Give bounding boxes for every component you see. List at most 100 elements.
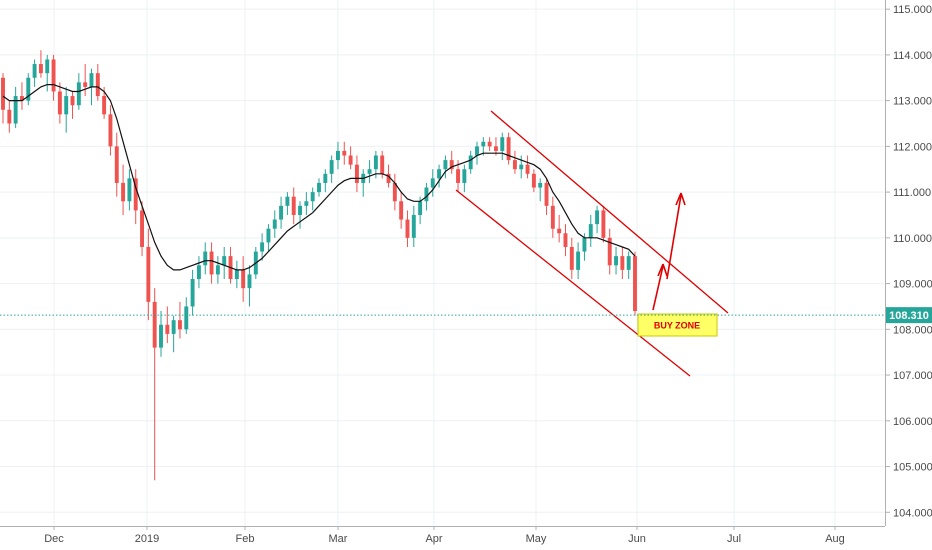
y-tick-label: 112.000 [893,141,932,153]
candle [146,228,151,321]
candle-body [525,164,530,174]
candle-body [121,182,126,202]
candle-body [411,214,416,238]
candle-body [607,237,612,266]
candle-body [260,242,265,252]
candle-body [38,64,43,74]
candle [506,132,511,165]
candle-body [380,155,385,174]
candle-body [45,59,50,74]
y-tick-label: 113.000 [893,96,932,108]
candle [443,155,448,179]
candle-body [487,141,492,147]
candle-body [127,178,132,202]
x-tick-label: 2019 [135,533,159,545]
y-tick-label: 111.000 [893,187,931,199]
candle [196,256,201,289]
candle-body [626,256,631,270]
x-tick-label: Aug [825,533,845,545]
candle [190,269,195,316]
candle [159,311,163,357]
candle [266,224,271,252]
candle [557,214,562,243]
candle [563,224,568,257]
candle [222,246,227,280]
candle-body [51,59,56,92]
x-tick-label: Mar [329,533,348,545]
candle [633,251,637,316]
candle-body [83,82,88,87]
y-tick-label: 104.000 [893,507,932,519]
arrow-up-long[interactable] [666,192,686,280]
candle [165,306,170,344]
candle-body [557,228,562,234]
candle-body [519,164,524,170]
candle-body [601,210,606,238]
channel-lower-line[interactable] [455,189,691,377]
candle-body [462,169,467,183]
candle [38,50,43,78]
candle-body [291,196,296,215]
price-axis[interactable]: 115.000 114.000 113.000 112.000 111.000 110.0… [885,4,932,519]
candle [209,242,214,284]
x-tick-label: Feb [236,533,255,545]
candle-body [399,201,404,220]
candle-body [588,224,593,238]
candle-body [544,182,549,206]
candle-body [500,137,505,151]
candle-body [266,228,271,243]
candle-body [386,173,391,183]
candle [550,196,555,238]
candle-body [418,201,423,215]
annotations: BUY ZONE [455,110,729,377]
candle [456,160,460,193]
y-tick-label: 106.000 [893,416,932,428]
candle [51,54,56,101]
candle [367,160,372,183]
candle [323,169,328,193]
candle-body [475,146,479,156]
candle [462,164,467,193]
candle [411,205,416,247]
candle-body [159,324,163,348]
candle-body [569,246,574,270]
buy-zone-box[interactable] [637,313,718,337]
current-price-tag-text: 108.310 [889,310,929,322]
arrow-up-short[interactable] [652,263,668,311]
candle [336,141,340,170]
channel-upper-line[interactable] [490,110,729,314]
candle [26,73,31,106]
candle-body [184,306,189,330]
candle-body [272,219,277,229]
candle [392,173,397,211]
time-axis[interactable]: Dec 2019 Feb Mar Apr May Jun Jul Aug [44,526,845,545]
current-price-tag: 108.310 [886,307,932,324]
candle [607,228,612,275]
candle-body [430,178,435,188]
candle-body [133,178,138,211]
candle-body [481,141,486,147]
candle-body [1,77,5,110]
candle-body [563,233,568,247]
candle-body [190,279,195,307]
candle-body [20,96,24,101]
candle [285,192,290,215]
y-tick-label: 115.000 [893,4,932,16]
candle-body [437,169,442,179]
candle-body [550,205,555,229]
candle-body [392,182,397,202]
candle-body [89,73,94,87]
candle-body [108,114,113,147]
candle-body [152,301,157,348]
candle-body [512,160,517,170]
candle-body [424,187,429,202]
candle [544,178,549,215]
candle-body [95,73,100,97]
candle [13,86,18,129]
candle [342,141,347,165]
x-tick-label: May [526,533,547,545]
candle [399,192,404,229]
candle [437,164,442,188]
candle [626,251,631,280]
